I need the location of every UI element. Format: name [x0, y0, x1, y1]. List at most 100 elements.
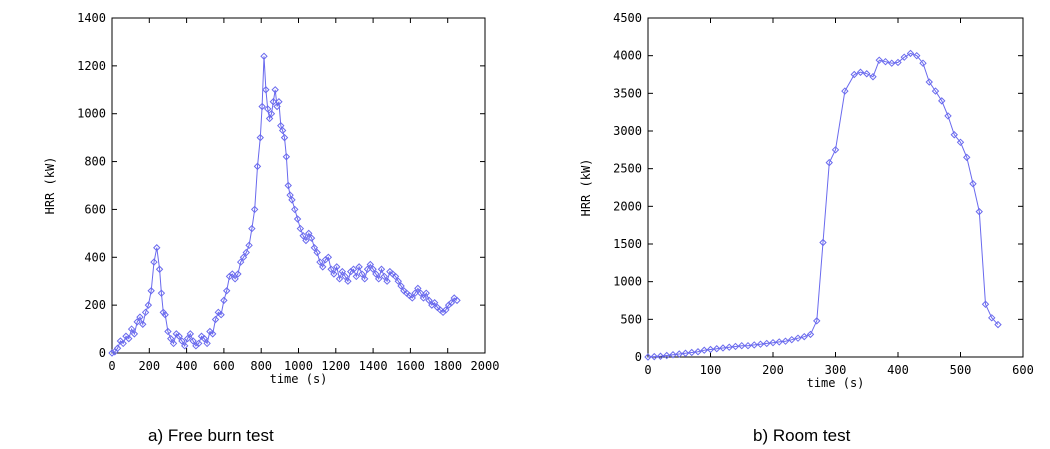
- room-test-data-point: [981, 300, 990, 308]
- free-burn-y-tick-label: 600: [84, 202, 106, 216]
- free-burn-data-point: [267, 110, 276, 118]
- room-test-y-tick-label: 2500: [613, 162, 642, 176]
- room-test-data-point: [875, 56, 883, 64]
- room-test-data-point: [781, 337, 790, 345]
- room-test-data-point: [988, 314, 996, 322]
- room-test-data-point: [644, 353, 652, 361]
- free-burn-data-point: [183, 334, 192, 343]
- free-burn-data-point: [419, 294, 428, 302]
- free-burn-data-point: [299, 232, 307, 240]
- free-burn-data-point: [397, 282, 405, 290]
- room-test-data-point: [956, 138, 965, 147]
- room-test-y-tick-label: 3000: [613, 124, 642, 138]
- free-burn-x-tick-label: 1000: [284, 359, 313, 373]
- free-burn-data-point: [414, 284, 422, 293]
- free-burn-data-point: [447, 299, 456, 307]
- room-test-y-tick-label: 1500: [613, 237, 642, 251]
- free-burn-data-point: [108, 349, 116, 357]
- room-test-data-point: [856, 68, 865, 76]
- room-test-x-tick-label: 100: [700, 363, 722, 377]
- room-test-y-tick-label: 500: [620, 312, 642, 326]
- free-burn-data-point: [125, 334, 133, 343]
- free-burn-x-tick-label: 200: [138, 359, 160, 373]
- free-burn-data-point: [319, 263, 327, 271]
- free-burn-x-tick-label: 0: [108, 359, 115, 373]
- chart-caption-free-burn: a) Free burn test: [148, 426, 274, 445]
- room-test-data-point: [869, 73, 877, 81]
- free-burn-data-point: [141, 308, 150, 317]
- room-test-data-point: [694, 348, 702, 356]
- room-test-data-point: [900, 53, 908, 61]
- free-burn-data-point: [453, 296, 461, 305]
- room-test-data-point: [719, 344, 727, 352]
- chart-free-burn: 0 200 400 600 800 1000 1200 1400 1600 1800 2000 0 20…: [43, 11, 499, 445]
- free-burn-data-point: [439, 308, 447, 317]
- free-burn-data-point: [394, 277, 402, 285]
- free-burn-data-point: [416, 289, 425, 297]
- free-burn-data-point: [211, 315, 220, 324]
- room-test-data-point: [831, 146, 840, 154]
- room-test-data-point: [994, 320, 1002, 329]
- room-test-data-point: [925, 78, 933, 86]
- room-test-data-point: [881, 57, 890, 66]
- free-burn-data-point: [327, 265, 335, 273]
- room-test-x-tick-label: 0: [644, 363, 651, 377]
- room-test-data-point: [775, 338, 783, 346]
- free-burn-data-point: [291, 205, 299, 214]
- room-test-data-point: [975, 207, 983, 216]
- free-burn-data-point: [133, 318, 141, 326]
- room-test-x-tick-label: 300: [825, 363, 847, 377]
- free-burn-x-tick-label: 1200: [321, 359, 350, 373]
- free-burn-data-point: [372, 270, 380, 278]
- free-burn-data-point: [217, 311, 225, 319]
- room-test-data-point: [725, 343, 733, 351]
- free-burn-data-point: [380, 272, 388, 281]
- free-burn-data-point: [127, 325, 136, 333]
- free-burn-data-point: [296, 224, 305, 233]
- free-burn-data-point: [271, 86, 279, 94]
- free-burn-data-point: [192, 342, 200, 350]
- free-burn-data-point: [175, 332, 183, 340]
- room-test-series-line: [647, 52, 999, 358]
- free-burn-data-point: [157, 289, 166, 297]
- room-test-data-point: [675, 350, 683, 358]
- free-burn-data-point: [220, 296, 228, 305]
- free-burn-data-point: [422, 289, 430, 297]
- room-test-data-point: [756, 340, 765, 348]
- room-test-data-point: [825, 158, 833, 167]
- free-burn-data-point: [273, 102, 281, 111]
- free-burn-data-point: [189, 337, 197, 345]
- free-burn-data-point: [349, 265, 358, 273]
- room-test-data-point: [963, 153, 971, 162]
- free-burn-y-tick-label: 1200: [77, 59, 106, 73]
- free-burn-data-point: [264, 105, 272, 113]
- free-burn-data-point: [411, 289, 419, 297]
- free-burn-data-point: [377, 265, 386, 273]
- free-burn-data-point: [228, 270, 236, 278]
- free-burn-data-point: [284, 181, 292, 190]
- room-test-y-tick-label: 2000: [613, 199, 642, 213]
- free-burn-x-tick-label: 600: [213, 359, 235, 373]
- room-test-y-tick-label: 1000: [613, 275, 642, 289]
- free-burn-y-tick-label: 1400: [77, 11, 106, 25]
- free-burn-data-point: [288, 196, 296, 204]
- room-test-data-point: [813, 317, 821, 325]
- room-test-x-tick-label: 200: [762, 363, 784, 377]
- free-burn-data-point: [260, 52, 268, 60]
- room-test-data-point: [669, 351, 677, 359]
- free-burn-data-point: [200, 334, 209, 343]
- room-test-data-point: [819, 238, 827, 247]
- free-burn-data-point: [155, 265, 164, 273]
- room-test-data-point: [906, 49, 915, 58]
- free-burn-y-tick-label: 800: [84, 155, 106, 169]
- free-burn-data-point: [374, 275, 383, 283]
- free-burn-data-point: [195, 339, 203, 348]
- free-burn-data-point: [282, 153, 291, 161]
- free-burn-data-point: [231, 275, 239, 283]
- free-burn-data-point: [369, 265, 377, 273]
- free-burn-y-axis-label: HRR (kW): [43, 157, 57, 215]
- free-burn-data-point: [161, 311, 169, 319]
- free-burn-data-point: [222, 287, 231, 295]
- free-burn-data-point: [358, 270, 366, 278]
- free-burn-data-point: [361, 275, 369, 283]
